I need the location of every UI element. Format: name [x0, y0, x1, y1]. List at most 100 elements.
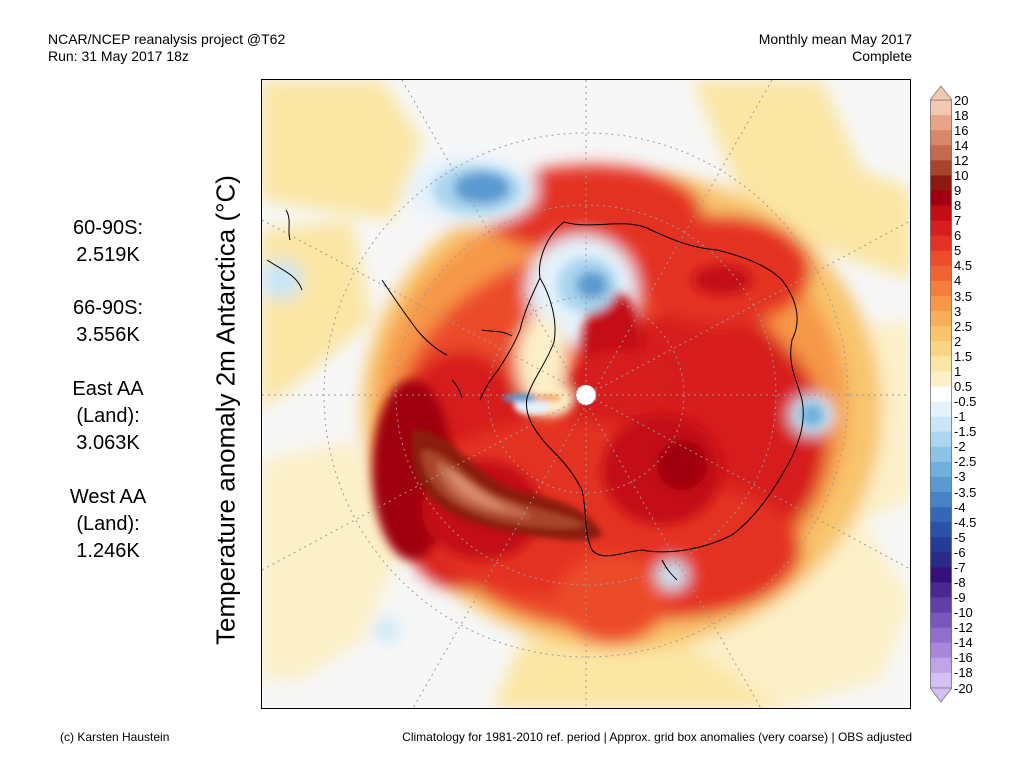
colorbar-label: 2	[954, 333, 962, 349]
colorbar-band	[930, 326, 952, 342]
colorbar-band	[930, 296, 952, 312]
colorbar-band	[930, 492, 952, 508]
header-period: Monthly mean May 2017	[758, 31, 912, 47]
colorbar-label: -18	[954, 665, 973, 681]
stat-west-aa: West AA (Land): 1.246K	[62, 484, 154, 565]
footer-note: Climatology for 1981-2010 ref. period | …	[402, 730, 912, 744]
colorbar-label: -3	[954, 469, 966, 485]
coastline	[266, 209, 804, 581]
stat-66-90s: 66-90S: 3.556K	[62, 295, 154, 349]
colorbar-band	[930, 537, 952, 553]
stat-label: East AA	[72, 378, 144, 400]
run-info: NCAR/NCEP reanalysis project @T62 Run: 3…	[48, 31, 285, 65]
pole-ring	[575, 384, 597, 406]
colorbar-band	[930, 115, 952, 131]
colorbar-band	[930, 582, 952, 598]
colorbar-label: 20	[954, 92, 969, 108]
colorbar-band	[930, 130, 952, 146]
stat-value: 3.556K	[76, 324, 140, 346]
colorbar-band	[930, 371, 952, 387]
stat-east-aa: East AA (Land): 3.063K	[62, 376, 154, 457]
colorbar-band	[930, 461, 952, 478]
colorbar-label: -1	[954, 409, 966, 425]
colorbar-band	[930, 672, 952, 689]
colorbar-label: -20	[954, 680, 973, 696]
colorbar-band	[930, 190, 952, 206]
colorbar-label: 18	[954, 107, 969, 123]
header-run: Run: 31 May 2017 18z	[48, 48, 189, 64]
colorbar-band	[930, 280, 952, 297]
colorbar-band	[930, 416, 952, 433]
colorbar-band	[930, 401, 952, 418]
colorbar-band	[930, 145, 952, 161]
colorbar	[930, 85, 952, 703]
colorbar-label: -14	[954, 635, 973, 651]
colorbar-band	[930, 220, 952, 237]
period-info: Monthly mean May 2017 Complete	[759, 31, 912, 65]
header-title: NCAR/NCEP reanalysis project @T62	[48, 31, 286, 47]
colorbar-band	[930, 235, 952, 252]
colorbar-band	[930, 100, 952, 116]
stat-value: 2.519K	[76, 244, 140, 266]
colorbar-label: 10	[954, 167, 969, 183]
colorbar-label: -8	[954, 574, 966, 590]
colorbar-band	[930, 552, 952, 568]
header-status: Complete	[852, 48, 912, 64]
stat-label: 66-90S:	[72, 297, 144, 319]
colorbar-band	[930, 567, 952, 583]
colorbar-band	[930, 205, 952, 222]
footer-credit: (c) Karsten Haustein	[60, 730, 170, 744]
colorbar-band	[930, 627, 952, 644]
colorbar-band	[930, 522, 952, 538]
colorbar-band	[930, 356, 952, 372]
colorbar-label: -5	[954, 529, 966, 545]
colorbar-band	[930, 175, 952, 191]
stat-value: 3.063K	[76, 432, 140, 454]
map-ylabel: Temperature anomaly 2m Antarctica (°C)	[210, 175, 241, 645]
colorbar-label: 1.5	[954, 348, 973, 364]
colorbar-label: 9	[954, 182, 962, 198]
colorbar-label: 4	[954, 273, 962, 289]
colorbar-band	[930, 597, 952, 614]
stat-label-land: (Land):	[76, 405, 140, 427]
colorbar-label: 4.5	[954, 258, 973, 274]
anomaly-field-detail	[372, 165, 824, 560]
colorbar-label: -4.5	[954, 514, 977, 530]
colorbar-band	[930, 341, 952, 357]
colorbar-label: -0.5	[954, 394, 977, 410]
colorbar-label: -3.5	[954, 484, 977, 500]
colorbar-label: 3.5	[954, 288, 973, 304]
colorbar-label: 8	[954, 198, 962, 214]
colorbar-band	[930, 386, 952, 402]
colorbar-band	[930, 431, 952, 448]
colorbar-label: -2	[954, 439, 966, 455]
colorbar-band	[930, 507, 952, 523]
colorbar-label: 7	[954, 213, 962, 229]
colorbar-label: 14	[954, 137, 969, 153]
colorbar-label: -10	[954, 605, 973, 621]
colorbar-band	[930, 446, 952, 463]
stat-60-90s: 60-90S: 2.519K	[62, 215, 154, 269]
colorbar-label: 6	[954, 228, 962, 244]
colorbar-label: -9	[954, 590, 966, 606]
colorbar-band	[930, 265, 952, 282]
colorbar-bottom-arrow	[930, 687, 952, 703]
colorbar-label: 0.5	[954, 378, 973, 394]
colorbar-label: 1	[954, 363, 962, 379]
colorbar-label: -16	[954, 650, 973, 666]
anomaly-map-svg	[262, 80, 910, 708]
colorbar-label: 5	[954, 243, 962, 259]
colorbar-label: -2.5	[954, 454, 977, 470]
colorbar-band	[930, 612, 952, 629]
colorbar-label: -7	[954, 559, 966, 575]
stat-label: 60-90S:	[72, 217, 144, 239]
colorbar-band	[930, 311, 952, 327]
colorbar-top-arrow	[930, 85, 952, 101]
colorbar-label: 12	[954, 152, 969, 168]
stat-label-land: (Land):	[76, 513, 140, 535]
warm-core	[412, 394, 602, 541]
colorbar-label: -12	[954, 620, 973, 636]
colorbar-band	[930, 160, 952, 176]
colorbar-band	[930, 657, 952, 674]
stat-label: West AA	[69, 486, 147, 508]
